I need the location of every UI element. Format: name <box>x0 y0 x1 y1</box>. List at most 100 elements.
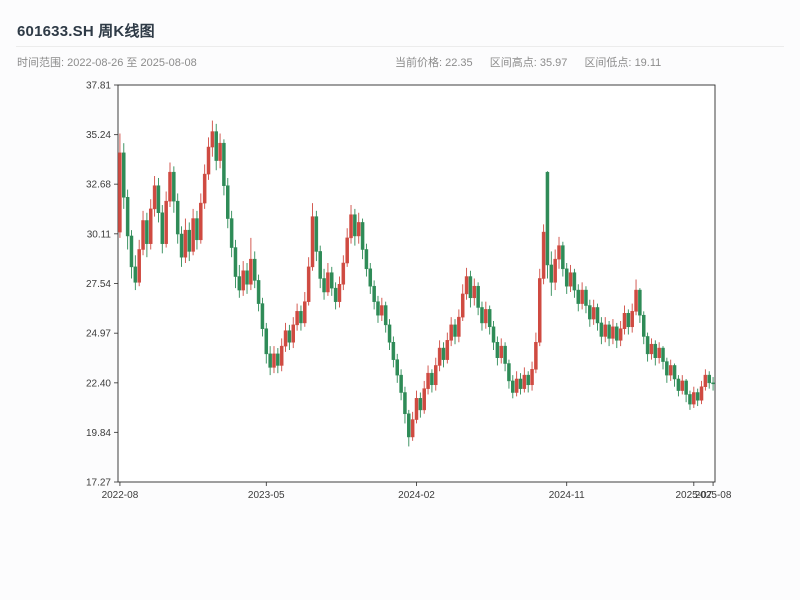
candle-body <box>618 328 623 341</box>
candle-body <box>206 146 211 175</box>
candle-body <box>391 342 396 360</box>
candle-body <box>152 185 157 210</box>
y-axis: 17.27 19.84 22.40 24.97 27.54 30.11 32.68 35.24… <box>86 81 118 489</box>
candle-body <box>403 392 407 415</box>
candle-body <box>306 266 311 302</box>
candle-body <box>276 353 280 366</box>
range-high-label: 区间高点: <box>489 57 537 69</box>
x-tick-label: 2025-07 <box>675 490 712 501</box>
candle-body <box>661 347 665 362</box>
candle-body <box>557 245 561 260</box>
candle-body <box>260 303 265 329</box>
candle-body <box>310 216 315 268</box>
candle-body <box>588 305 592 320</box>
candle-body <box>468 276 473 299</box>
candle-body <box>380 305 384 316</box>
candle-body <box>584 289 588 306</box>
candle-body <box>495 342 500 358</box>
candle-body <box>222 142 226 186</box>
candle-body <box>341 262 346 285</box>
candle-body <box>395 359 399 376</box>
candle-body <box>291 324 296 343</box>
candle-body <box>122 152 126 198</box>
candle-body <box>376 301 380 316</box>
candle-body <box>518 378 523 389</box>
candle-body <box>672 365 677 380</box>
candle-body <box>665 361 669 376</box>
candle-body <box>229 218 234 248</box>
candle-body <box>226 185 230 219</box>
candle-body <box>699 386 704 401</box>
candle-body <box>179 233 184 258</box>
candle-body <box>599 322 604 337</box>
candle-body <box>591 307 596 320</box>
x-tick-label: 2024-11 <box>549 490 585 501</box>
candle-body <box>476 285 480 308</box>
candle-body <box>595 307 600 324</box>
candle-body <box>326 272 330 293</box>
candle-body <box>561 245 565 270</box>
candle-body <box>541 231 546 279</box>
candle-body <box>653 343 658 358</box>
candle-body <box>553 258 557 283</box>
candle-body <box>534 342 538 370</box>
y-tick-label: 35.24 <box>86 130 111 141</box>
candle-body <box>545 171 550 266</box>
y-tick-label: 19.84 <box>86 428 111 439</box>
page-title: 601633.SH 周K线图 <box>17 23 155 40</box>
candle-body <box>337 284 342 302</box>
candle-body <box>303 301 307 324</box>
candle-body <box>711 382 715 385</box>
candle-body <box>333 287 338 302</box>
candle-body <box>434 365 438 386</box>
candle-body <box>387 324 392 343</box>
candle-body <box>295 311 299 326</box>
candle-body <box>684 380 688 395</box>
candle-body <box>580 289 584 304</box>
candle-body <box>168 171 172 202</box>
candle-body <box>564 268 569 287</box>
x-tick-label: 2022-08 <box>102 490 139 501</box>
price-stats: 当前价格: 22.35 区间高点: 35.97 区间低点: 19.11 <box>395 54 675 70</box>
candle-body <box>576 289 581 304</box>
candle-body <box>530 369 534 386</box>
candle-body <box>622 313 627 329</box>
candle-body <box>514 378 519 393</box>
candle-body <box>603 324 607 337</box>
candle-body <box>645 336 650 355</box>
candle-body <box>692 392 696 405</box>
candle-body <box>137 249 141 283</box>
candle-body <box>649 343 654 355</box>
candle-body <box>445 340 450 360</box>
candle-body <box>668 365 673 376</box>
candle-body <box>372 285 376 302</box>
range-low-stat: 区间低点: 19.11 <box>584 57 661 69</box>
candle-body <box>195 218 199 241</box>
candle-body <box>453 324 457 337</box>
candle-body <box>360 222 365 250</box>
candle-body <box>572 272 577 291</box>
candle-body <box>630 311 634 328</box>
candle-body <box>318 251 322 279</box>
candle-body <box>156 185 161 214</box>
candle-body <box>364 249 369 270</box>
candle-body <box>641 314 646 337</box>
candle-body <box>214 131 218 161</box>
candle-body <box>191 218 195 252</box>
candle-body <box>472 285 477 299</box>
candle-body <box>322 278 326 293</box>
candle-body <box>218 142 222 161</box>
candle-body <box>272 353 276 368</box>
range-high-stat: 区间高点: 35.97 <box>490 57 568 69</box>
y-tick-label: 37.81 <box>86 81 111 92</box>
candle-body <box>414 398 419 420</box>
candle-body <box>399 374 403 393</box>
candle-body <box>487 309 492 328</box>
candle-body <box>484 309 488 324</box>
candle-body <box>237 276 242 291</box>
candle-body <box>449 324 453 341</box>
candle-body <box>522 374 527 389</box>
range-high-value: 35.97 <box>539 57 568 69</box>
